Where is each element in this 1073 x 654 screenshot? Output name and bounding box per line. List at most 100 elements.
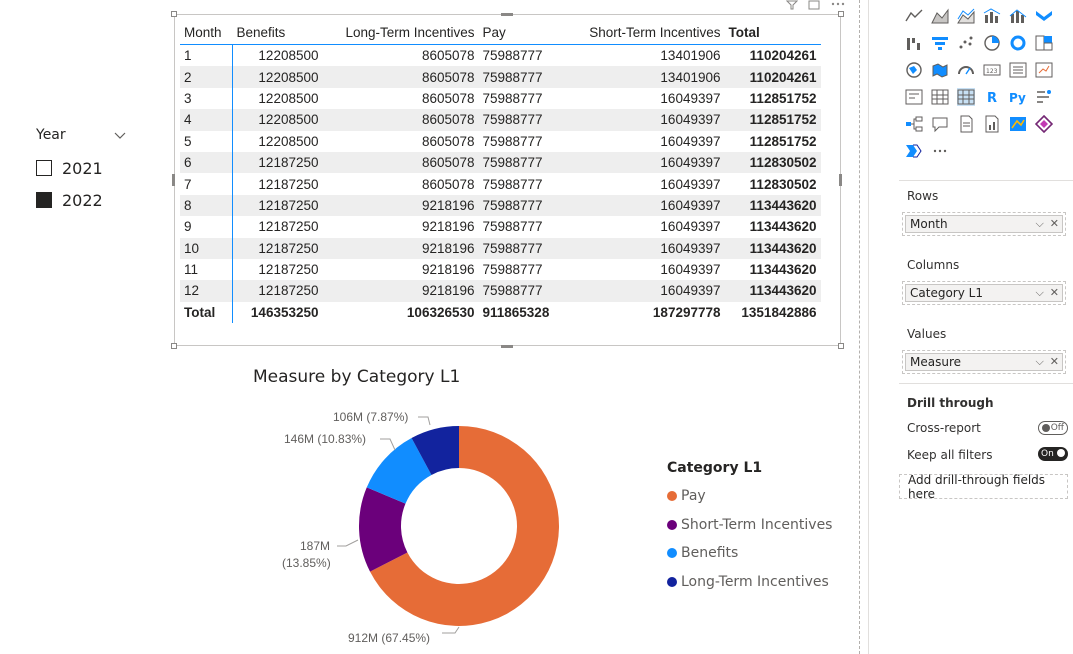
multi-row-card-icon[interactable] [1008, 60, 1028, 80]
column-header-total[interactable]: Total [724, 20, 821, 45]
waterfall-chart-icon[interactable] [904, 33, 924, 53]
resize-handle[interactable] [838, 343, 844, 349]
treemap-icon[interactable] [1034, 33, 1054, 53]
table-icon[interactable] [930, 87, 950, 107]
slicer-item-2022[interactable]: 2022 [36, 184, 126, 216]
values-field-measure[interactable]: Measure [905, 353, 1063, 371]
add-drill-through-well[interactable]: Add drill-through fields here [899, 473, 1068, 501]
legend-item-long-term-incentives[interactable]: Long-Term Incentives [667, 568, 832, 597]
r-visual-icon[interactable]: R [982, 87, 1002, 107]
map-icon[interactable] [904, 60, 924, 80]
scatter-chart-icon[interactable] [956, 33, 976, 53]
resize-handle[interactable] [172, 174, 175, 186]
keep-all-filters-toggle[interactable]: On [1038, 447, 1068, 461]
smart-narrative-icon-glyph [960, 115, 973, 133]
filled-map-icon[interactable] [930, 60, 950, 80]
checkbox-2022[interactable] [36, 192, 52, 208]
python-visual-icon[interactable]: Py [1008, 87, 1028, 107]
toggle-knob [1057, 449, 1065, 457]
rows-field-month[interactable]: Month [905, 215, 1063, 233]
row-header-cell[interactable]: 11 [180, 258, 233, 281]
power-apps-icon[interactable] [1034, 114, 1054, 134]
columns-field-category[interactable]: Category L1 [905, 284, 1063, 302]
smart-narrative-icon[interactable] [956, 114, 976, 134]
row-header-cell[interactable]: 2 [180, 66, 233, 88]
donut-slice-long-term-incentives[interactable] [411, 426, 459, 475]
checkbox-2021[interactable] [36, 160, 52, 176]
matrix-icon[interactable] [956, 87, 976, 107]
resize-handle[interactable] [501, 13, 513, 16]
area-chart-icon[interactable] [930, 6, 950, 26]
row-header-cell[interactable]: 1 [180, 44, 233, 67]
cross-report-toggle[interactable]: Off [1038, 421, 1068, 435]
values-well[interactable]: Measure ⌵ ✕ [902, 350, 1066, 374]
treemap-icon-glyph [1035, 35, 1053, 51]
resize-handle[interactable] [839, 174, 842, 186]
qa-icon[interactable] [930, 114, 950, 134]
chevron-down-icon[interactable]: ⌵ [1035, 286, 1044, 299]
map-icon-glyph [906, 62, 922, 78]
rows-well[interactable]: Month ⌵ ✕ [902, 212, 1066, 236]
slicer-icon-glyph [905, 89, 923, 105]
column-header-benefits[interactable]: Benefits [232, 20, 323, 45]
gauge-icon[interactable] [956, 60, 976, 80]
column-header-short-term-incentives[interactable]: Short-Term Incentives [566, 20, 725, 45]
slicer-item-label: 2021 [62, 158, 103, 178]
resize-handle[interactable] [171, 343, 177, 349]
paginated-report-icon[interactable] [982, 114, 1002, 134]
power-automate-icon[interactable] [904, 141, 924, 161]
legend-item-benefits[interactable]: Benefits [667, 539, 832, 568]
close-icon[interactable]: ✕ [1049, 355, 1059, 368]
line-stacked-column-icon[interactable] [1008, 6, 1028, 26]
row-header-cell[interactable]: 6 [180, 151, 233, 174]
column-header-long-term-incentives[interactable]: Long-Term Incentives [322, 20, 479, 45]
row-header-cell[interactable]: 7 [180, 173, 233, 195]
row-header-cell[interactable]: 10 [180, 237, 233, 259]
line-chart-icon[interactable] [904, 6, 924, 26]
table-cell: 12187250 [232, 151, 323, 174]
donut-slice-benefits[interactable] [366, 437, 432, 504]
chevron-down-icon[interactable] [114, 129, 126, 141]
chevron-down-icon[interactable]: ⌵ [1035, 355, 1044, 368]
slicer-header[interactable]: Year [36, 124, 126, 146]
donut-slice-short-term-incentives[interactable] [359, 487, 408, 572]
stacked-area-chart-icon[interactable] [956, 6, 976, 26]
row-header-cell[interactable]: 8 [180, 194, 233, 217]
slicer-icon[interactable] [904, 87, 924, 107]
legend-item-short-term-incentives[interactable]: Short-Term Incentives [667, 511, 832, 540]
table-cell: 75988777 [478, 237, 567, 259]
line-clustered-column-icon[interactable] [982, 6, 1002, 26]
resize-handle[interactable] [838, 11, 844, 17]
resize-handle[interactable] [501, 345, 513, 348]
donut-slice-pay[interactable] [370, 426, 559, 626]
focus-mode-icon[interactable] [808, 0, 820, 10]
kpi-icon[interactable] [1034, 60, 1054, 80]
close-icon[interactable]: ✕ [1049, 286, 1059, 299]
more-options-icon[interactable] [830, 0, 846, 8]
card-icon[interactable]: 123 [982, 60, 1002, 80]
row-header-cell[interactable]: 9 [180, 216, 233, 238]
columns-well[interactable]: Category L1 ⌵ ✕ [902, 281, 1066, 305]
slicer-item-2021[interactable]: 2021 [36, 152, 126, 184]
arcgis-map-icon[interactable] [1008, 114, 1028, 134]
close-icon[interactable]: ✕ [1049, 217, 1059, 230]
resize-handle[interactable] [171, 11, 177, 17]
row-header-cell[interactable]: Total [180, 301, 233, 324]
decomposition-tree-icon[interactable] [904, 114, 924, 134]
ribbon-chart-icon[interactable] [1034, 6, 1054, 26]
table-cell: 75988777 [478, 66, 567, 88]
pie-chart-icon[interactable] [982, 33, 1002, 53]
row-header-cell[interactable]: 4 [180, 109, 233, 131]
row-header-cell[interactable]: 12 [180, 280, 233, 302]
funnel-icon[interactable] [930, 33, 950, 53]
legend-item-pay[interactable]: Pay [667, 482, 832, 511]
more-visuals-icon[interactable] [930, 141, 950, 161]
filter-icon[interactable] [786, 0, 798, 10]
donut-chart-icon[interactable] [1008, 33, 1028, 53]
row-header-cell[interactable]: 5 [180, 130, 233, 152]
column-header-pay[interactable]: Pay [478, 20, 567, 45]
key-influencers-icon[interactable] [1034, 87, 1054, 107]
column-header-month[interactable]: Month [180, 20, 233, 45]
chevron-down-icon[interactable]: ⌵ [1035, 217, 1044, 230]
row-header-cell[interactable]: 3 [180, 87, 233, 110]
